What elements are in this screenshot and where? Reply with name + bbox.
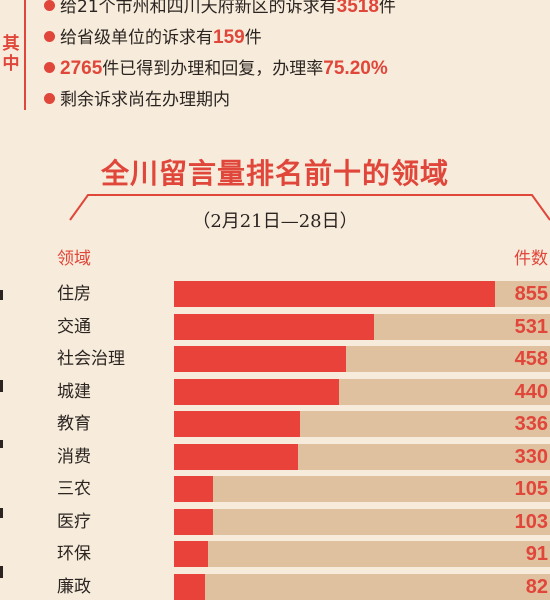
- summary-line-1-text: 给21个市州和四川天府新区的诉求有: [60, 0, 337, 17]
- category-label: 三农: [57, 479, 91, 499]
- bar: [174, 313, 374, 340]
- bullet-icon: [44, 93, 55, 104]
- summary-line-2-text: 给省级单位的诉求有: [60, 28, 213, 48]
- bar-row: 社会治理 458: [0, 346, 550, 372]
- value-label: 336: [514, 413, 548, 435]
- value-label: 103: [514, 510, 548, 533]
- bar-track: [174, 281, 550, 307]
- summary-line-2-unit: 件: [244, 28, 262, 48]
- bullet-icon: [44, 31, 55, 42]
- left-edge-mark: [0, 508, 3, 518]
- category-label: 交通: [57, 316, 91, 337]
- bar-track: [174, 508, 550, 535]
- value-label: 82: [525, 575, 548, 598]
- value-label: 105: [514, 478, 548, 500]
- left-edge-mark: [0, 566, 3, 578]
- summary-line-3: 2765件已得到办理和回复，办理率75.20%: [44, 56, 544, 87]
- bullet-icon: [44, 0, 55, 11]
- summary-line-2: 给省级单位的诉求有159件: [44, 25, 544, 56]
- summary-line-1-unit: 件: [378, 0, 396, 17]
- category-label: 环保: [57, 544, 91, 564]
- left-edge-mark: [0, 290, 3, 300]
- summary-line-3-number: 2765: [60, 58, 103, 79]
- summary-side-label: 其中: [2, 34, 20, 74]
- summary-line-3-text: 件已得到办理和回复，办理率: [102, 59, 324, 79]
- value-label: 855: [514, 283, 548, 305]
- summary-list: 给21个市州和四川天府新区的诉求有3518件 给省级单位的诉求有159件 276…: [44, 0, 544, 118]
- bar: [174, 508, 213, 535]
- category-label: 城建: [57, 381, 91, 402]
- bar-track: [174, 476, 550, 502]
- bullet-icon: [44, 62, 55, 73]
- bar-row: 交通 531: [0, 313, 550, 340]
- bar-row: 住房 855: [0, 281, 550, 307]
- bar: [174, 443, 299, 470]
- summary-divider: [24, 0, 26, 110]
- title-bracket: [69, 194, 550, 221]
- bar-row: 消费 330: [0, 443, 550, 470]
- bar: [174, 281, 496, 307]
- left-edge-mark: [0, 380, 3, 392]
- category-label: 消费: [57, 446, 91, 467]
- bar: [174, 541, 209, 567]
- bar: [174, 378, 340, 405]
- category-label: 社会治理: [57, 349, 125, 369]
- bar-row: 环保 91: [0, 541, 550, 567]
- summary-line-4-text: 剩余诉求尚在办理期内: [60, 90, 230, 110]
- bar-track: [174, 541, 550, 567]
- bar-row: 教育 336: [0, 411, 550, 437]
- summary-line-1: 给21个市州和四川天府新区的诉求有3518件: [44, 0, 544, 25]
- bar-track: [174, 346, 550, 372]
- chart-title: 全川留言量排名前十的领域: [100, 157, 449, 190]
- chart-subtitle: （2月21日—28日）: [192, 211, 358, 232]
- bar-track: [174, 443, 550, 470]
- bar-row: 三农 105: [0, 476, 550, 502]
- category-label: 教育: [57, 414, 91, 434]
- bar-track: [174, 313, 550, 340]
- bar: [174, 573, 205, 600]
- category-label: 廉政: [57, 576, 91, 597]
- bar-row: 廉政 82: [0, 573, 550, 600]
- value-label: 531: [514, 315, 548, 338]
- bar: [174, 411, 301, 437]
- bar-row: 医疗 103: [0, 508, 550, 535]
- bar-track: [174, 378, 550, 405]
- bar: [174, 476, 214, 502]
- bar-track: [174, 573, 550, 600]
- category-label: 住房: [57, 284, 91, 304]
- summary-line-2-number: 159: [213, 27, 245, 48]
- value-label: 458: [514, 348, 548, 370]
- category-header: 领域: [57, 249, 91, 269]
- summary-line-3-rate: 75.20%: [323, 58, 388, 79]
- category-label: 医疗: [57, 511, 91, 532]
- value-label: 91: [525, 543, 548, 565]
- bar-track: [174, 411, 550, 437]
- value-header: 件数: [514, 249, 548, 269]
- value-label: 440: [514, 380, 548, 403]
- bar-row: 城建 440: [0, 378, 550, 405]
- left-edge-mark: [0, 440, 3, 448]
- summary-line-1-number: 3518: [336, 0, 379, 17]
- bar: [174, 346, 347, 372]
- value-label: 330: [514, 445, 548, 468]
- summary-line-4: 剩余诉求尚在办理期内: [44, 87, 544, 118]
